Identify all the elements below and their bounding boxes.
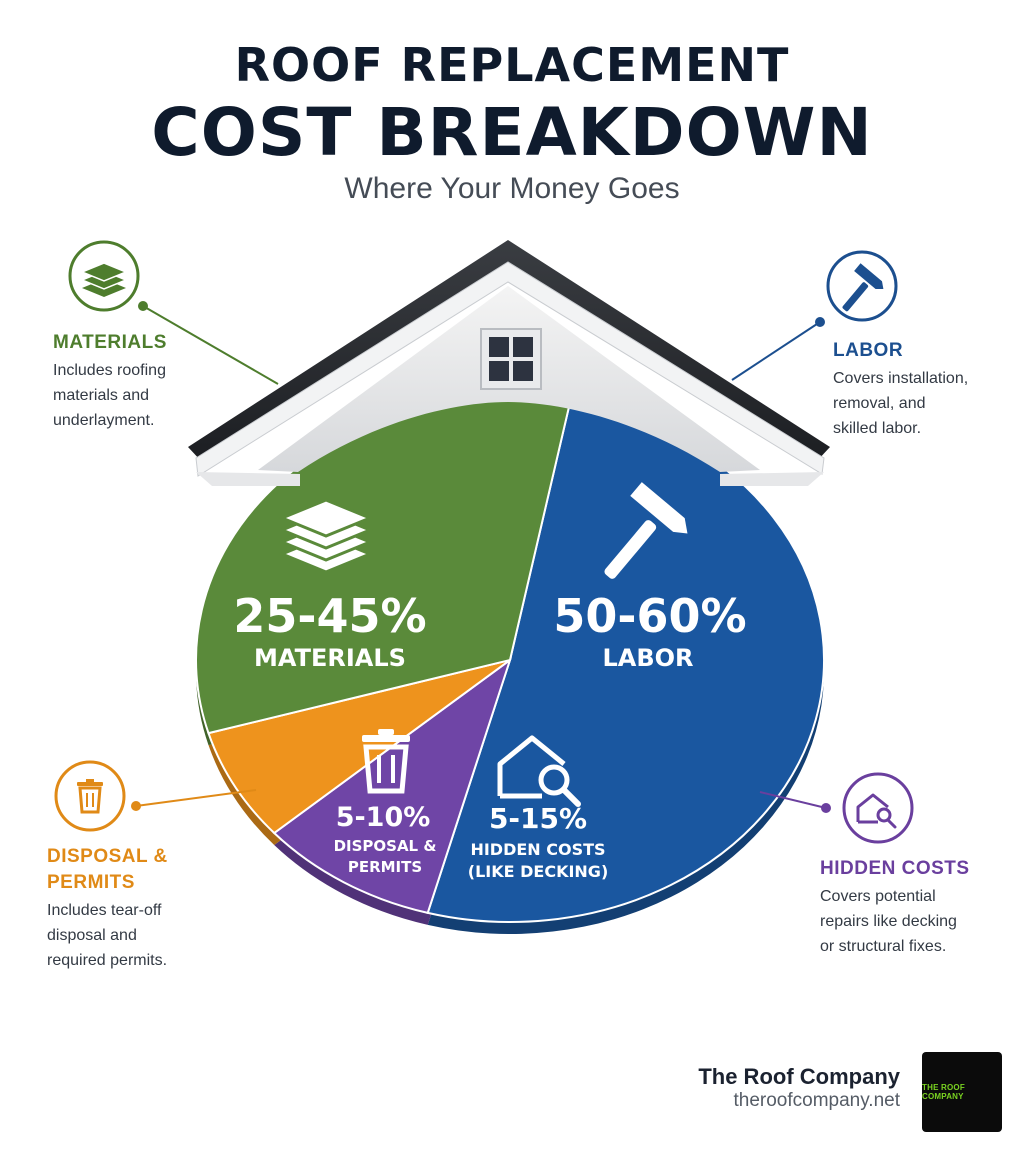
house-search-icon [497, 735, 581, 807]
hidden-percent: 5-15% [489, 802, 587, 835]
house-roof [188, 240, 830, 486]
labor-percent: 50-60% [553, 589, 746, 643]
labor-callout-desc: Covers installation, removal, and skille… [833, 366, 1013, 441]
hidden-desc-line: repairs like decking [820, 913, 957, 930]
disposal-percent: 5-10% [336, 802, 431, 833]
disposal-label-line-2: PERMITS [348, 858, 422, 876]
materials-badge [68, 240, 140, 312]
brand-url[interactable]: theroofcompany.net [733, 1090, 900, 1111]
labor-desc-line: skilled labor. [833, 420, 922, 437]
labor-badge-hammer-icon [842, 263, 884, 312]
brand-name: The Roof Company [698, 1064, 900, 1089]
layers-stack-icon [278, 498, 374, 574]
hidden-label-line-2: (LIKE DECKING) [468, 862, 609, 881]
materials-label: MATERIALS [254, 644, 406, 672]
disposal-desc-line: Includes tear-off [47, 902, 162, 919]
attic-window-icon [480, 328, 542, 390]
brand-logo-text: THE ROOF COMPANY [922, 1083, 965, 1101]
materials-callout-desc: Includes roofing materials and underlaym… [53, 358, 233, 433]
labor-desc-line: removal, and [833, 395, 926, 412]
hidden-callout-desc: Covers potential repairs like decking or… [820, 884, 1000, 959]
disposal-label-line-1: DISPOSAL & [334, 837, 437, 855]
disposal-desc-line: required permits. [47, 952, 168, 969]
hidden-label-line-1: HIDDEN COSTS [470, 840, 605, 859]
materials-callout-title: MATERIALS [53, 332, 167, 353]
labor-label: LABOR [602, 644, 693, 672]
disposal-badge [54, 760, 126, 832]
materials-desc-line: materials and [53, 387, 150, 404]
hidden-badge-house-search-icon [856, 793, 897, 829]
disposal-badge-trash-icon [77, 779, 103, 814]
callout-connectors [131, 301, 831, 813]
disposal-callout-title: DISPOSAL & PERMITS [47, 844, 168, 896]
disposal-title-line: PERMITS [47, 872, 135, 893]
disposal-callout-desc: Includes tear-off disposal and required … [47, 898, 227, 973]
disposal-title-line: DISPOSAL & [47, 846, 168, 867]
brand-logo: THE ROOF COMPANY [922, 1052, 1002, 1132]
materials-desc-line: underlayment. [53, 412, 155, 429]
materials-desc-line: Includes roofing [53, 362, 166, 379]
hidden-callout-title: HIDDEN COSTS [820, 858, 970, 879]
labor-callout-title: LABOR [833, 340, 904, 361]
hidden-badge [842, 772, 914, 844]
hidden-desc-line: or structural fixes. [820, 938, 947, 955]
subtitle: Where Your Money Goes [344, 172, 680, 205]
title-line-2: COST BREAKDOWN [151, 94, 873, 171]
title-line-1: ROOF REPLACEMENT [234, 38, 790, 92]
materials-percent: 25-45% [233, 589, 426, 643]
hammer-icon [604, 482, 688, 579]
labor-desc-line: Covers installation, [833, 370, 969, 387]
disposal-desc-line: disposal and [47, 927, 137, 944]
pie-slice-disposal-permits [207, 659, 511, 835]
trash-can-icon [362, 729, 410, 794]
hidden-desc-line: Covers potential [820, 888, 936, 905]
materials-badge-layers-icon [80, 262, 128, 297]
labor-badge [826, 250, 898, 322]
pie-slice-hidden-costs-like-decking [272, 657, 512, 915]
